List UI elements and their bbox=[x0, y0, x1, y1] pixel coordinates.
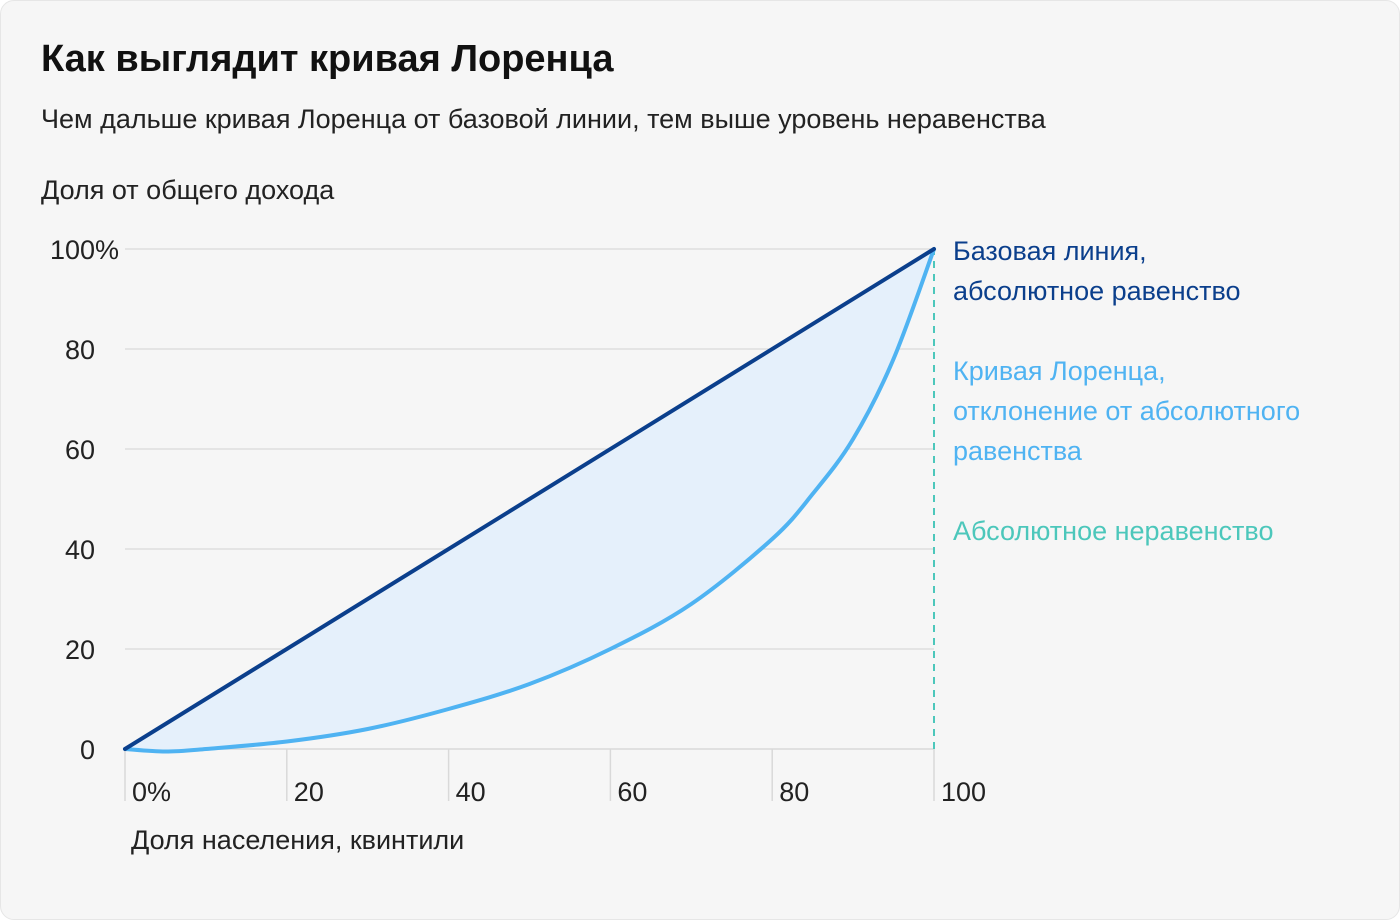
legend-baseline-line-1: Базовая линия, bbox=[953, 236, 1147, 266]
x-tick-label: 40 bbox=[456, 777, 486, 807]
y-axis-ticks: 0 20 40 60 80 100% bbox=[50, 235, 119, 765]
x-tick-label: 100 bbox=[941, 777, 986, 807]
legend-absolute-inequality: Абсолютное неравенство bbox=[953, 511, 1273, 551]
x-tick-label: 60 bbox=[617, 777, 647, 807]
y-tick-label: 40 bbox=[65, 535, 95, 565]
chart-title: Как выглядит кривая Лоренца bbox=[41, 38, 614, 80]
y-tick-label: 20 bbox=[65, 635, 95, 665]
legend-baseline: Базовая линия, абсолютное равенство bbox=[953, 231, 1241, 311]
legend-lorenz-line-3: равенства bbox=[953, 436, 1082, 466]
legend-baseline-line-2: абсолютное равенство bbox=[953, 276, 1241, 306]
x-tick-label: 20 bbox=[294, 777, 324, 807]
y-tick-label: 80 bbox=[65, 335, 95, 365]
y-tick-label: 0 bbox=[80, 735, 95, 765]
baseline-line bbox=[123, 247, 936, 751]
x-tick-label: 80 bbox=[779, 777, 809, 807]
chart-subtitle: Чем дальше кривая Лоренца от базовой лин… bbox=[41, 104, 1046, 134]
legend-lorenz-line-1: Кривая Лоренца, bbox=[953, 356, 1166, 386]
x-axis-label: Доля населения, квинтили bbox=[131, 825, 465, 855]
chart-marks bbox=[123, 247, 936, 754]
legend-lorenz-line-2: отклонение от абсолютного bbox=[953, 396, 1301, 426]
y-axis-label: Доля от общего дохода bbox=[41, 175, 335, 205]
legend-lorenz-curve: Кривая Лоренца, отклонение от абсолютног… bbox=[953, 351, 1300, 471]
x-axis-ticks: 0% 20 40 60 80 100 bbox=[132, 777, 986, 807]
lorenz-curve-line bbox=[123, 247, 936, 754]
legend-inequality-line-1: Абсолютное неравенство bbox=[953, 516, 1274, 546]
x-tick-label: 0% bbox=[132, 777, 171, 807]
y-tick-label: 100% bbox=[50, 235, 119, 265]
y-tick-label: 60 bbox=[65, 435, 95, 465]
